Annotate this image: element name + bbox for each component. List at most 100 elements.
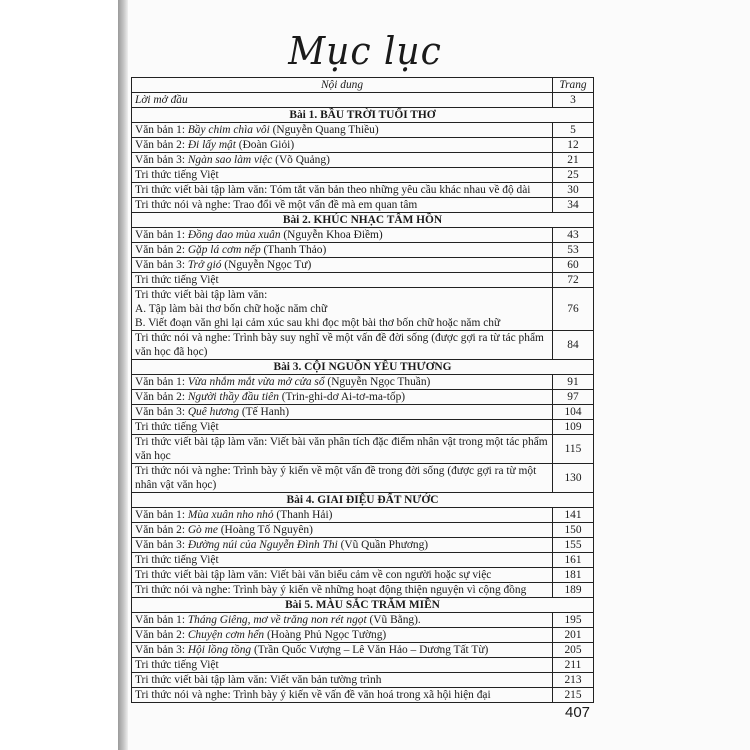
toc-row: Văn bản 1: Đồng dao mùa xuân (Nguyễn Kho… <box>131 227 594 243</box>
toc-entry: Tri thức viết bài tập làm văn: Tóm tắt v… <box>131 182 553 198</box>
toc-entry-label: Tri thức tiếng Việt <box>135 421 219 433</box>
author: (Nguyễn Quang Thiều) <box>269 124 379 136</box>
toc-entry-page: 201 <box>552 627 594 643</box>
toc-row: Văn bản 1: Mùa xuân nho nhỏ (Thanh Hải) 1… <box>131 507 594 523</box>
toc-entry-page: 25 <box>552 167 594 183</box>
toc-row: Văn bản 2: Đi lấy mật (Đoàn Giỏi) 12 <box>131 137 594 153</box>
author: (Thanh Thảo) <box>260 244 327 256</box>
section-heading: Bài 4. GIAI ĐIỆU ĐẤT NƯỚC <box>131 492 594 508</box>
toc-entry-page: 211 <box>552 657 594 673</box>
toc-entry-label: Văn bản 3: <box>135 644 188 656</box>
page-number: 407 <box>565 704 591 721</box>
toc-entry: Văn bản 3: Hội lồng tồng (Trần Quốc Vượn… <box>131 642 553 658</box>
toc-row: Tri thức tiếng Việt 72 <box>131 272 594 288</box>
section-heading: Bài 1. BẦU TRỜI TUỔI THƠ <box>131 107 594 123</box>
toc-row: Văn bản 2: Người thầy đầu tiên (Trin-ghi… <box>131 389 594 405</box>
section-heading-row: Bài 4. GIAI ĐIỆU ĐẤT NƯỚC <box>131 492 594 508</box>
toc-entry-page: 213 <box>552 672 594 688</box>
toc-entry-page: 72 <box>552 272 594 288</box>
section-heading: Bài 2. KHÚC NHẠC TÂM HỒN <box>131 212 594 228</box>
toc-row: Tri thức tiếng Việt 211 <box>131 657 594 673</box>
toc-entry: Văn bản 1: Tháng Giêng, mơ về trăng non … <box>131 612 553 628</box>
toc-entry-label: Văn bản 3: <box>135 406 188 418</box>
section-heading: Bài 3. CỘI NGUỒN YÊU THƯƠNG <box>131 359 594 375</box>
toc-entry-page: 12 <box>552 137 594 153</box>
toc-entry-label: Tri thức tiếng Việt <box>135 554 219 566</box>
toc-row: Văn bản 1: Bầy chim chìa vôi (Nguyễn Qua… <box>131 122 594 138</box>
toc-row: Tri thức tiếng Việt 109 <box>131 419 594 435</box>
toc-entry-label: Tri thức tiếng Việt <box>135 659 219 671</box>
author: (Hoàng Tố Nguyên) <box>217 524 313 536</box>
toc-entry: Tri thức tiếng Việt <box>131 552 553 568</box>
toc-header-row: Nội dung Trang <box>131 77 594 93</box>
work-title: Gò me <box>187 524 218 536</box>
toc-entry-page: 60 <box>552 257 594 273</box>
toc-entry-page: 84 <box>552 330 594 360</box>
work-title: Quê hương <box>187 406 240 418</box>
toc-entry-page: 53 <box>552 242 594 258</box>
author: (Thanh Hải) <box>273 509 333 521</box>
toc-entry: Văn bản 3: Ngàn sao làm việc (Võ Quảng) <box>131 152 553 168</box>
section-heading-row: Bài 3. CỘI NGUỒN YÊU THƯƠNG <box>131 359 594 375</box>
toc-entry-page: 205 <box>552 642 594 658</box>
toc-row: Tri thức nói và nghe: Trình bày ý kiến v… <box>131 687 594 703</box>
toc-entry-label: Tri thức nói và nghe: Trình bày ý kiến v… <box>135 584 527 596</box>
toc-entry: Văn bản 3: Quê hương (Tế Hanh) <box>131 404 553 420</box>
toc-entry-label: Tri thức viết bài tập làm văn: Viết bài … <box>135 569 492 581</box>
page-column-header: Trang <box>552 77 594 93</box>
toc-entry: Tri thức nói và nghe: Trao đổi về một vấ… <box>131 197 553 213</box>
toc-entry-page: 195 <box>552 612 594 628</box>
work-title: Bầy chim chìa vôi <box>187 124 270 136</box>
toc-row: Tri thức viết bài tập làm văn: Viết bài … <box>131 567 594 583</box>
toc-row: Văn bản 2: Chuyện cơm hến (Hoàng Phủ Ngọ… <box>131 627 594 643</box>
toc-entry-page: 130 <box>552 463 594 493</box>
toc-entry: Văn bản 1: Bầy chim chìa vôi (Nguyễn Qua… <box>131 122 553 138</box>
toc-entry-label: Văn bản 3: <box>135 154 188 166</box>
work-title: Gặp lá cơm nếp <box>187 244 261 256</box>
toc-subentry-a: A. Tập làm bài thơ bốn chữ hoặc năm chữ <box>135 303 328 315</box>
toc-subentry-b: B. Viết đoạn văn ghi lại cảm xúc sau khi… <box>135 317 501 329</box>
author: (Nguyễn Ngọc Tư) <box>221 259 312 271</box>
toc-entry-label: Tri thức viết bài tập làm văn: <box>135 289 268 301</box>
toc-entry: Tri thức tiếng Việt <box>131 167 553 183</box>
toc-entry-label: Văn bản 2: <box>135 391 188 403</box>
toc-row: Tri thức viết bài tập làm văn: Viết bài … <box>131 434 594 464</box>
toc-row: Văn bản 3: Trở gió (Nguyễn Ngọc Tư) 60 <box>131 257 594 273</box>
toc-entry: Tri thức nói và nghe: Trình bày ý kiến v… <box>131 687 553 703</box>
toc-row: Tri thức viết bài tập làm văn: A. Tập làm… <box>131 287 594 331</box>
toc-entry: Văn bản 1: Vừa nhắm mắt vừa mở cửa sổ (N… <box>131 374 553 390</box>
book-spine-shadow <box>118 0 128 750</box>
toc-row: Văn bản 2: Gò me (Hoàng Tố Nguyên) 150 <box>131 522 594 538</box>
section-heading: Bài 5. MÀU SẮC TRĂM MIỀN <box>131 597 594 613</box>
author: (Nguyễn Ngọc Thuần) <box>324 376 431 388</box>
toc-entry: Văn bản 3: Đường núi của Nguyễn Đình Thi… <box>131 537 553 553</box>
toc-entry-label: Văn bản 1: <box>135 614 188 626</box>
toc-entry-page: 150 <box>552 522 594 538</box>
section-heading-row: Bài 2. KHÚC NHẠC TÂM HỒN <box>131 212 594 228</box>
toc-entry-label: Tri thức nói và nghe: Trình bày ý kiến v… <box>135 465 537 491</box>
toc-entry-page: 43 <box>552 227 594 243</box>
toc-entry-label: Tri thức viết bài tập làm văn: Viết văn … <box>135 674 382 686</box>
toc-entry-label: Văn bản 2: <box>135 524 188 536</box>
author: (Nguyễn Khoa Điềm) <box>280 229 383 241</box>
toc-row: Tri thức nói và nghe: Trình bày ý kiến v… <box>131 463 594 493</box>
toc-entry-page: 91 <box>552 374 594 390</box>
author: (Võ Quảng) <box>272 154 330 166</box>
toc-entry: Văn bản 3: Trở gió (Nguyễn Ngọc Tư) <box>131 257 553 273</box>
work-title: Tháng Giêng, mơ về trăng non rét ngọt <box>187 614 367 626</box>
author: (Trin-ghi-dơ Ai-tơ-ma-tốp) <box>278 391 406 403</box>
author: (Vũ Bằng). <box>366 614 421 626</box>
toc-entry: Văn bản 2: Người thầy đầu tiên (Trin-ghi… <box>131 389 553 405</box>
toc-entry-page: 3 <box>552 92 594 108</box>
toc-entry-page: 34 <box>552 197 594 213</box>
toc-row: Văn bản 3: Đường núi của Nguyễn Đình Thi… <box>131 537 594 553</box>
toc-entry-page: 109 <box>552 419 594 435</box>
toc-entry: Tri thức nói và nghe: Trình bày suy nghĩ… <box>131 330 553 360</box>
section-heading-row: Bài 5. MÀU SẮC TRĂM MIỀN <box>131 597 594 613</box>
toc-entry: Tri thức viết bài tập làm văn: Viết văn … <box>131 672 553 688</box>
toc-entry-label: Văn bản 1: <box>135 229 188 241</box>
toc-row: Văn bản 1: Tháng Giêng, mơ về trăng non … <box>131 612 594 628</box>
toc-row: Văn bản 3: Quê hương (Tế Hanh) 104 <box>131 404 594 420</box>
toc-entry: Văn bản 2: Gặp lá cơm nếp (Thanh Thảo) <box>131 242 553 258</box>
toc-entry-page: 155 <box>552 537 594 553</box>
